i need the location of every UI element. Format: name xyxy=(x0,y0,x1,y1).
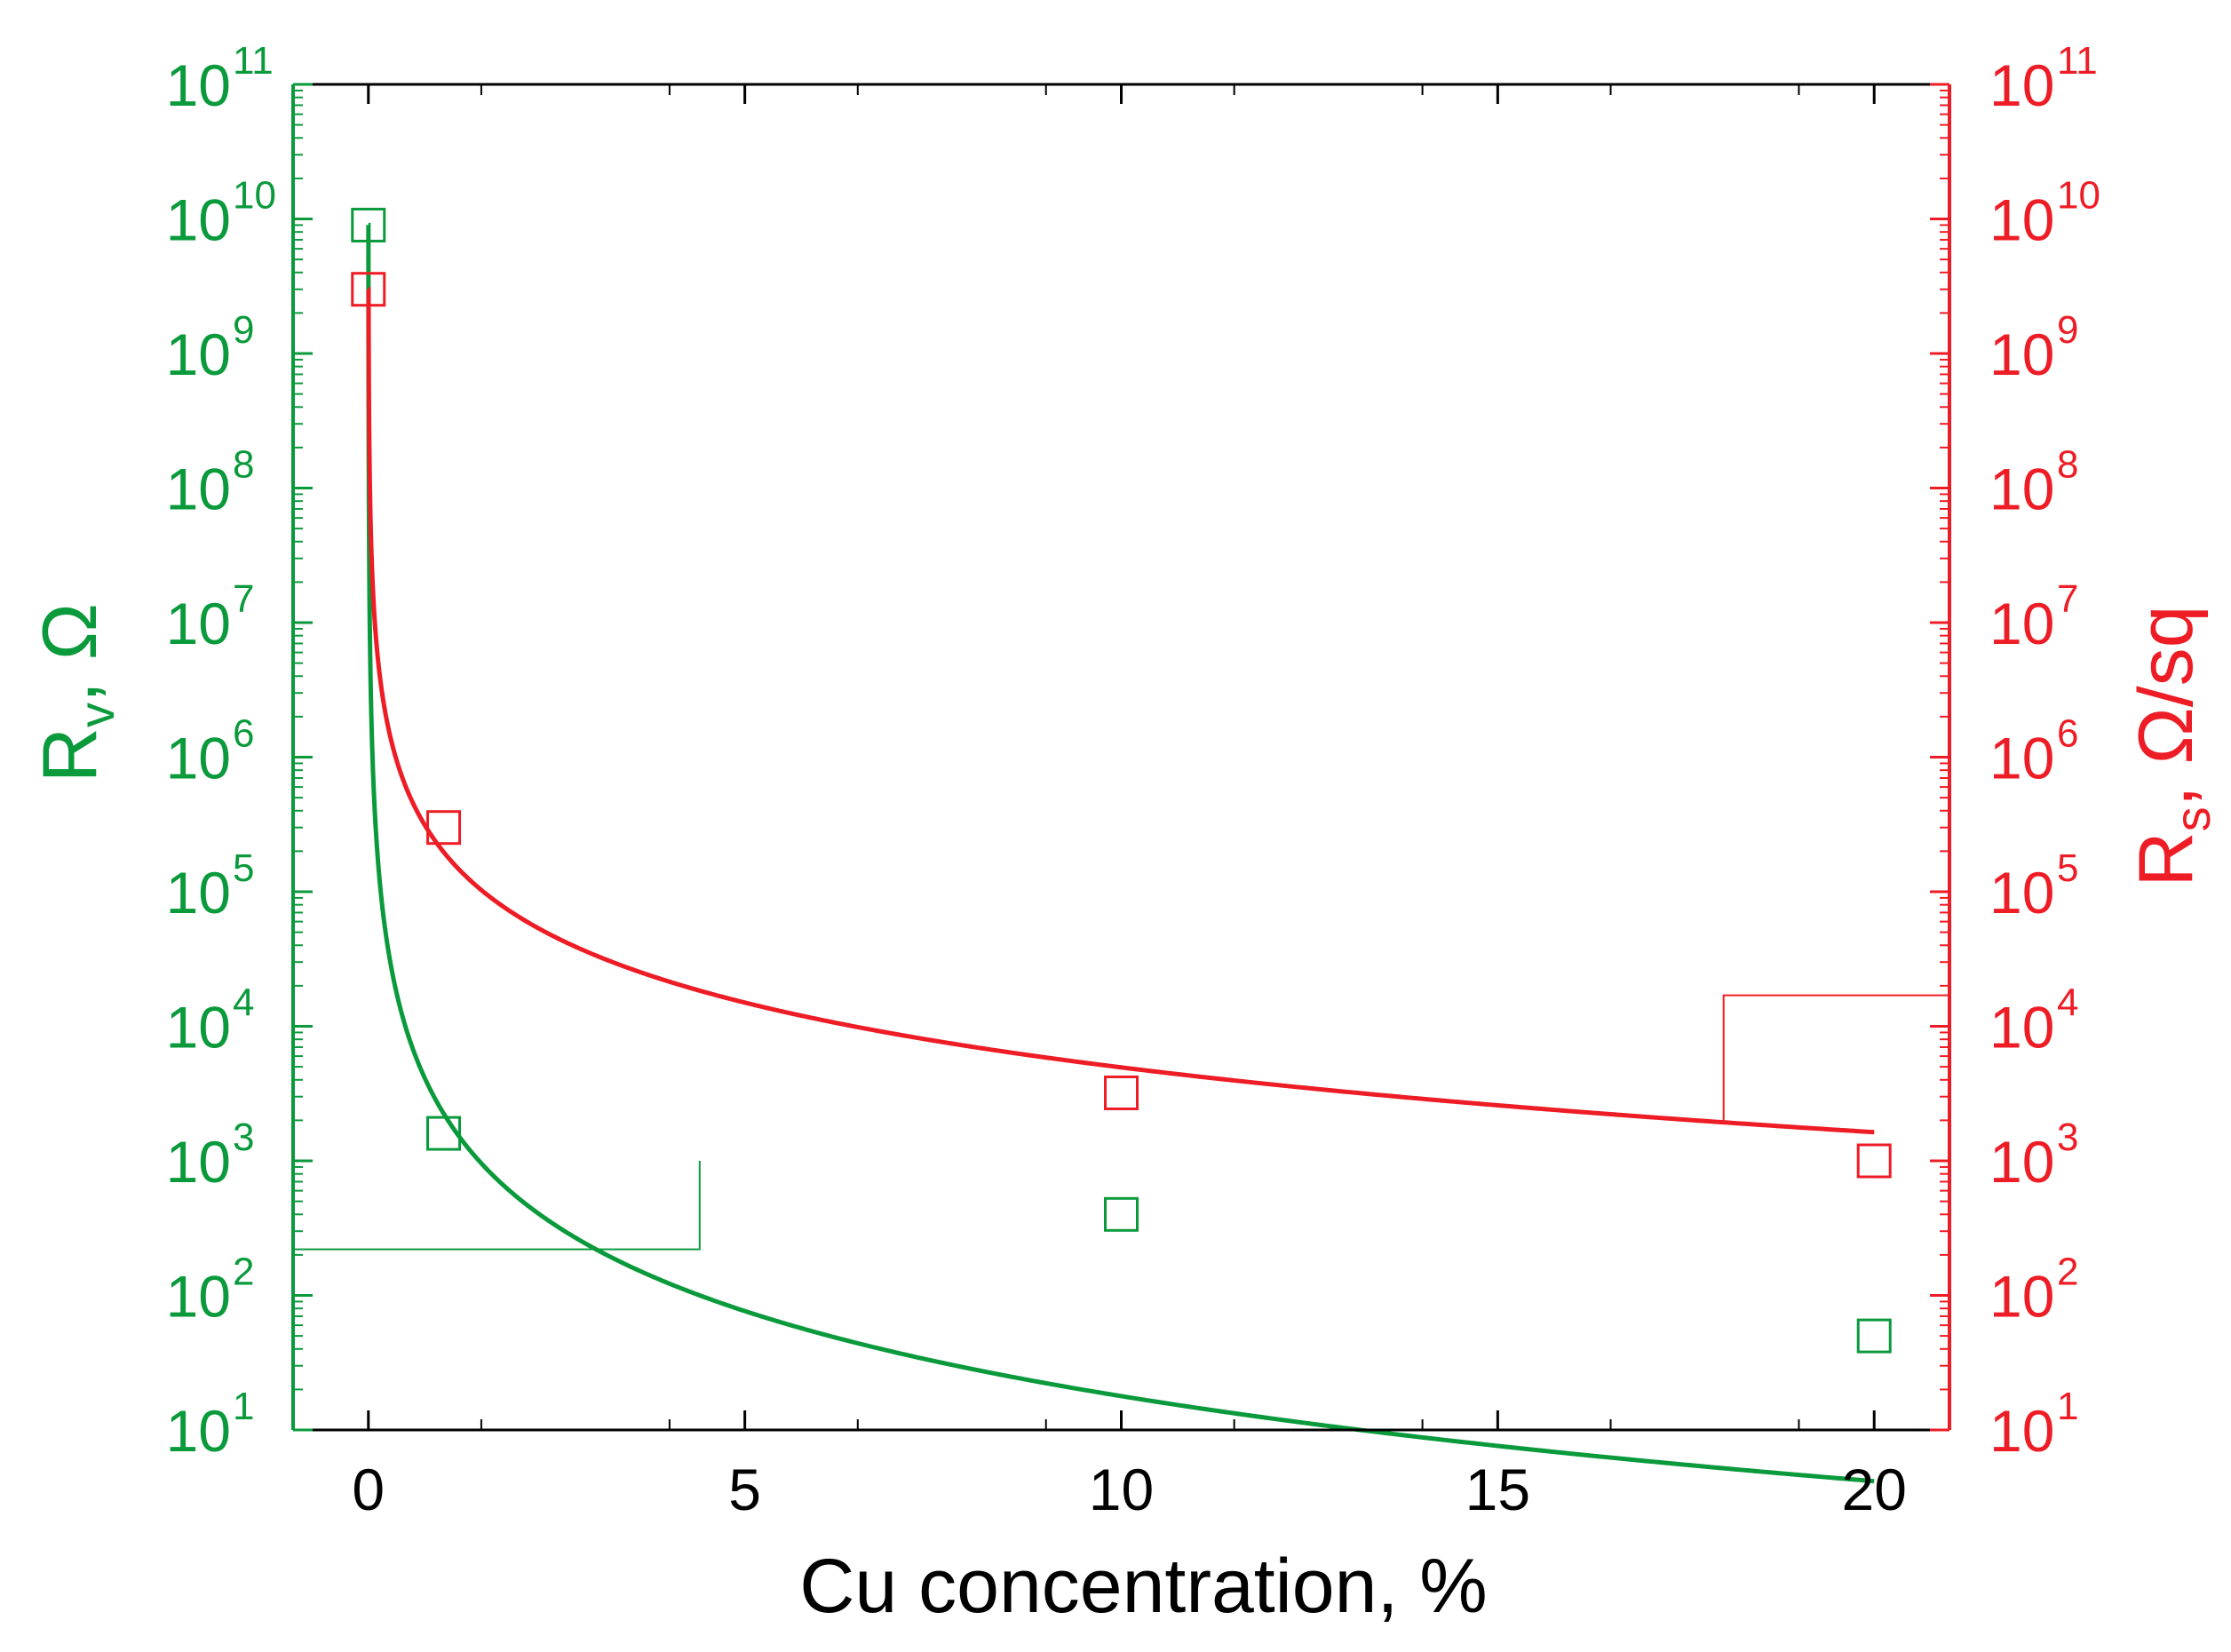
left-y-tick-label: 10 xyxy=(166,322,231,387)
right-y-tick-exponent: 8 xyxy=(2057,443,2078,487)
left-y-tick-label: 10 xyxy=(166,52,231,118)
left-y-tick-label: 10 xyxy=(166,1129,231,1195)
right-y-tick-label: 10 xyxy=(1989,1264,2054,1330)
left-y-tick-exponent: 2 xyxy=(233,1251,254,1294)
left-y-tick-label: 10 xyxy=(166,1398,231,1464)
right-y-tick-label: 10 xyxy=(1989,1129,2054,1195)
left-y-tick-exponent: 4 xyxy=(233,981,254,1025)
right-y-tick-exponent: 4 xyxy=(2057,981,2078,1025)
left-y-title-unit: , Ω xyxy=(28,603,113,703)
left-y-tick-label: 10 xyxy=(166,187,231,253)
right-y-tick-label: 10 xyxy=(1989,860,2054,925)
right-y-tick-exponent: 9 xyxy=(2057,308,2078,352)
right-y-title-sub: s xyxy=(2164,806,2220,831)
left-y-tick-exponent: 7 xyxy=(233,577,254,621)
left-y-tick-label: 10 xyxy=(166,591,231,656)
right-y-tick-exponent: 3 xyxy=(2057,1116,2078,1159)
left-y-tick-exponent: 3 xyxy=(233,1116,254,1159)
axis-indicator-Rs xyxy=(1722,994,1949,1121)
axis-indicators xyxy=(293,994,1949,1251)
right-y-tick-exponent: 5 xyxy=(2057,846,2078,890)
right-y-tick-label: 10 xyxy=(1989,322,2054,387)
marker-Rs xyxy=(1856,1143,1892,1179)
right-y-tick-label: 10 xyxy=(1989,457,2054,522)
fit-curves xyxy=(366,222,1875,1484)
marker-Rv xyxy=(1104,1196,1139,1232)
x-tick-label: 20 xyxy=(1842,1457,1907,1522)
marker-Rs xyxy=(351,272,386,307)
marker-Rv xyxy=(426,1116,462,1151)
right-y-tick-exponent: 11 xyxy=(2057,39,2098,83)
right-y-tick-label: 10 xyxy=(1989,591,2054,656)
left-y-tick-exponent: 8 xyxy=(233,443,254,487)
right-y-tick-label: 10 xyxy=(1989,187,2054,253)
right-y-tick-exponent: 2 xyxy=(2057,1251,2078,1294)
right-y-tick-label: 10 xyxy=(1989,52,2054,118)
fit-curve-Rs xyxy=(366,287,1875,1135)
right-y-axis-title: Rs, Ω/sq xyxy=(2124,606,2220,887)
left-y-tick-exponent: 10 xyxy=(233,174,276,218)
left-y-tick-exponent: 1 xyxy=(233,1385,254,1428)
right-y-tick-exponent: 6 xyxy=(2057,712,2078,756)
right-y-tick-exponent: 1 xyxy=(2057,1385,2078,1428)
axis-indicator-Rv xyxy=(293,1161,701,1251)
left-y-title-main: R xyxy=(28,727,113,782)
right-y-tick-label: 10 xyxy=(1989,1398,2054,1464)
x-tick-label: 15 xyxy=(1465,1457,1530,1522)
left-y-tick-label: 10 xyxy=(166,726,231,791)
right-y-title-unit: , Ω/sq xyxy=(2124,606,2209,807)
right-y-tick-label: 10 xyxy=(1989,726,2054,791)
x-axis-title: Cu concentration, % xyxy=(799,1544,1487,1629)
data-markers xyxy=(351,207,1892,1354)
x-tick-label: 0 xyxy=(352,1457,385,1522)
right-y-tick-exponent: 10 xyxy=(2057,174,2100,218)
marker-Rs xyxy=(426,810,462,846)
left-y-tick-exponent: 11 xyxy=(233,39,274,83)
right-y-title-main: R xyxy=(2124,831,2209,886)
marker-Rv xyxy=(351,207,386,242)
marker-Rs xyxy=(1104,1075,1139,1110)
left-y-axis-title: Rv, Ω xyxy=(28,603,124,782)
left-y-tick-label: 10 xyxy=(166,995,231,1060)
left-y-tick-exponent: 5 xyxy=(233,846,254,890)
left-y-tick-label: 10 xyxy=(166,457,231,522)
right-y-tick-exponent: 7 xyxy=(2057,577,2078,621)
x-tick-label: 5 xyxy=(728,1457,761,1522)
marker-Rv xyxy=(1856,1318,1892,1354)
left-y-tick-exponent: 6 xyxy=(233,712,254,756)
fit-curve-Rv xyxy=(366,222,1875,1484)
left-y-tick-label: 10 xyxy=(166,860,231,925)
x-tick-label: 10 xyxy=(1089,1457,1154,1522)
axes xyxy=(291,83,1951,1432)
left-y-tick-exponent: 9 xyxy=(233,308,254,352)
right-y-tick-label: 10 xyxy=(1989,995,2054,1060)
left-y-tick-label: 10 xyxy=(166,1264,231,1330)
left-y-title-sub: v xyxy=(68,703,124,727)
